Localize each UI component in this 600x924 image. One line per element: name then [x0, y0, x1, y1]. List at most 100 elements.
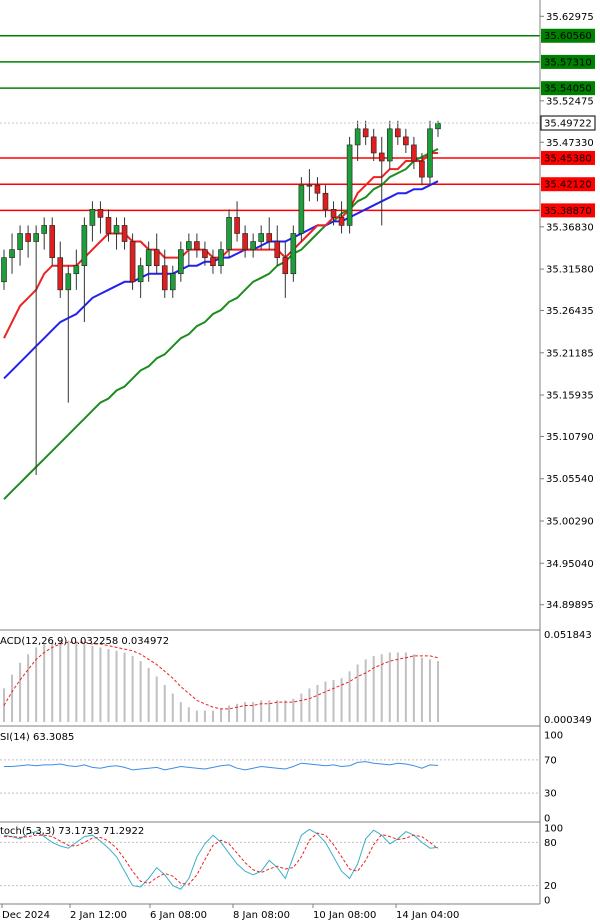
price-tick-label-12: 34.89895 [546, 600, 594, 611]
candle-body-40 [322, 192, 329, 210]
candle-body-54 [435, 122, 441, 130]
rsi-pane[interactable]: SI(14) 63.3085 [0, 732, 540, 794]
level-label-box-0 [541, 28, 595, 43]
candle-body-48 [386, 128, 393, 162]
price-tick-label-11: 34.95040 [546, 559, 594, 570]
candle-body-37 [298, 184, 305, 234]
candle-body-39 [314, 184, 321, 194]
rsi-tick-0: 100 [544, 731, 563, 742]
candle-body-32 [258, 233, 264, 242]
current-price-box [540, 115, 596, 131]
stoch-tick-0: 100 [544, 824, 563, 835]
candle-body-22 [178, 249, 184, 275]
candle-body-0 [1, 257, 7, 283]
candle-body-41 [330, 209, 337, 218]
level-label-1: 35.57310 [544, 57, 592, 68]
candle-body-11 [89, 209, 96, 226]
candle-body-23 [186, 241, 192, 250]
candle-body-53 [427, 128, 433, 178]
candle-body-13 [105, 217, 112, 234]
price-tick-label-5: 35.26435 [546, 306, 594, 317]
price-tick-label-2: 35.47330 [546, 138, 594, 149]
stoch-title: toch(5,3,3) 73.1733 71.2922 [0, 826, 144, 837]
level-label-box-3 [541, 150, 595, 165]
candle-body-31 [250, 241, 256, 250]
candle-body-52 [419, 160, 425, 178]
level-label-box-1 [541, 54, 595, 69]
stoch-tick-2: 20 [544, 881, 557, 892]
candle-body-15 [121, 225, 128, 242]
current-price-label: 35.49722 [544, 119, 592, 130]
level-label-box-2 [541, 81, 595, 96]
rsi-title: SI(14) 63.3085 [0, 732, 74, 743]
price-tick-label-4: 35.31580 [546, 265, 594, 276]
candle-body-30 [242, 233, 248, 250]
candle-body-34 [274, 241, 281, 258]
candle-body-42 [338, 217, 345, 226]
axis-labels: 35.62975 35.52475 35.47330 35.36830 35.31580… [1, 12, 596, 921]
rsi-line [4, 761, 439, 771]
rsi-tick-3: 0 [544, 814, 550, 825]
candle-body-9 [73, 265, 80, 275]
price-tick-label-10: 35.00290 [546, 516, 594, 527]
candle-body-8 [65, 273, 72, 291]
stoch-k-line [3, 828, 439, 890]
time-tick-label-3: 8 Jan 08:00 [233, 910, 290, 921]
price-tick-label-0: 35.62975 [546, 12, 594, 23]
stoch-d-line [4, 832, 439, 885]
level-label-3: 35.45380 [544, 153, 592, 164]
candle-body-20 [161, 265, 168, 291]
level-label-box-4 [541, 177, 595, 192]
level-label-5: 35.38870 [544, 206, 592, 217]
macd-signal-line [3, 641, 439, 710]
candle-body-36 [290, 233, 297, 275]
candle-body-6 [49, 225, 56, 258]
candle-body-10 [81, 225, 88, 266]
level-label-box-5 [541, 203, 595, 218]
candle-body-35 [282, 257, 289, 275]
stochastic-pane[interactable]: toch(5,3,3) 73.1733 71.2922 [0, 826, 540, 890]
stoch-tick-1: 80 [544, 838, 557, 849]
time-tick-label-1: 2 Jan 12:00 [70, 910, 127, 921]
candle-body-12 [97, 209, 104, 218]
time-tick-label-2: 6 Jan 08:00 [150, 910, 207, 921]
macd-tick-0: 0.051843 [544, 630, 592, 641]
candle-body-46 [370, 136, 377, 154]
macd-tick-1: 0.000349 [544, 715, 592, 726]
level-label-0: 35.60560 [544, 31, 592, 42]
candle-body-27 [218, 249, 224, 266]
candle-body-24 [194, 241, 200, 250]
candle-body-26 [210, 257, 216, 266]
candle-body-18 [145, 249, 152, 266]
level-label-4: 35.42120 [544, 180, 592, 191]
price-pane[interactable] [0, 34, 540, 500]
rsi-tick-1: 70 [544, 755, 557, 766]
candle-body-51 [411, 144, 417, 162]
time-tick-label-0: Dec 2024 [2, 910, 50, 921]
candle-body-1 [9, 249, 15, 258]
candle-body-14 [113, 225, 120, 234]
ma-slow-line [3, 148, 439, 500]
rsi-tick-2: 30 [544, 789, 557, 800]
price-tick-label-3: 35.36830 [546, 222, 594, 233]
candle-body-47 [378, 152, 385, 162]
price-tick-label-6: 35.21185 [546, 348, 594, 359]
candle-body-7 [57, 257, 64, 291]
candle-body-38 [306, 184, 313, 187]
candle-body-29 [234, 217, 240, 234]
candle-body-17 [137, 265, 144, 283]
price-tick-label-9: 35.05540 [546, 474, 594, 485]
price-tick-label-7: 35.15935 [546, 391, 594, 402]
macd-pane[interactable]: ACD(12,26,9) 0.032258 0.034972 [0, 636, 439, 722]
candle-body-50 [403, 136, 409, 146]
candle-body-25 [202, 249, 208, 258]
candle-body-33 [266, 233, 273, 242]
time-tick-label-5: 14 Jan 04:00 [396, 910, 459, 921]
level-label-2: 35.54050 [544, 84, 592, 95]
candle-body-3 [25, 233, 31, 242]
candle-body-21 [169, 273, 176, 291]
candle-body-45 [362, 128, 369, 138]
candle-body-19 [153, 249, 160, 266]
candle-body-28 [226, 217, 232, 250]
